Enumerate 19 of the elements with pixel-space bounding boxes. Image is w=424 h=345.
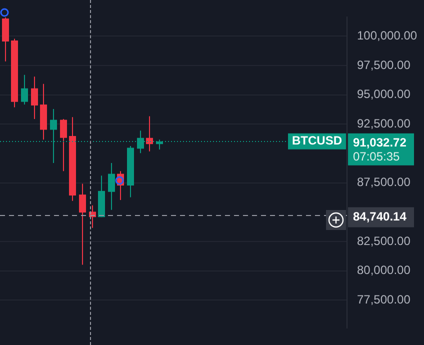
candlestick [79,183,86,266]
candlestick [31,76,38,120]
y-tick-label: 82,500.00 [357,234,411,248]
candlestick [2,16,9,62]
candlestick [108,162,115,210]
y-tick-label: 87,500.00 [357,175,411,190]
y-tick-label: 95,000.00 [357,87,411,102]
annotation: BTCUSD [292,134,342,148]
candlestick [21,74,28,106]
y-tick-label: 97,500.00 [357,58,411,72]
candlestick [60,118,67,172]
ref-line-label: 91,032.72 [353,136,407,150]
ref-line-label: 84,740.14 [353,210,407,224]
y-tick-label: 80,000.00 [357,263,411,278]
y-tick-label: 77,500.00 [357,292,411,307]
y-tick-label: 92,500.00 [357,116,411,130]
y-tick-label: 100,000.00 [357,28,418,42]
text: 07:05:35 [353,150,400,164]
candlestick [146,116,153,152]
